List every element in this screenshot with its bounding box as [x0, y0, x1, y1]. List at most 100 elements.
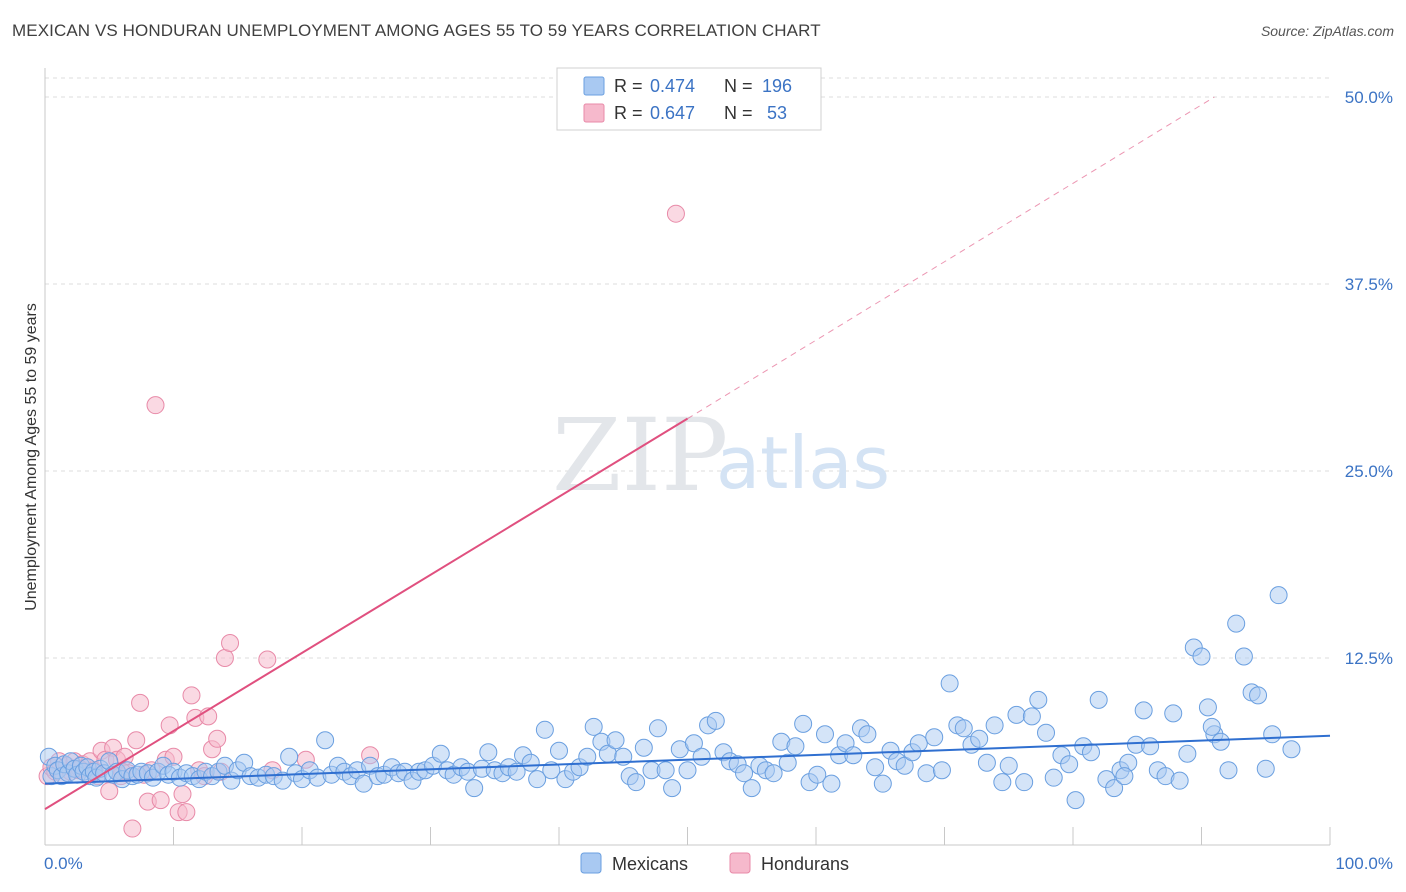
mexican-point: [684, 734, 703, 753]
chart-title: MEXICAN VS HONDURAN UNEMPLOYMENT AMONG A…: [12, 21, 821, 40]
legend-n-label-0: N =: [724, 76, 753, 96]
mexican-point: [528, 770, 547, 789]
mexican-point: [932, 761, 951, 780]
mexican-point: [1081, 743, 1100, 762]
hondurans-trend-line: [44, 417, 689, 810]
watermark: ZIP atlas: [552, 397, 890, 514]
mexican-point: [1227, 614, 1246, 633]
mexican-point: [507, 762, 526, 781]
legend-n-value-1: 53: [762, 103, 787, 123]
mexican-point: [858, 725, 877, 744]
mexican-point: [909, 734, 928, 753]
bottom-legend: Mexicans Hondurans: [580, 852, 849, 874]
mexican-point: [822, 774, 841, 793]
mexican-point: [1015, 773, 1034, 792]
y-tick-label-2: 37.5%: [1345, 275, 1393, 294]
grid-lines: [45, 77, 1330, 659]
x-tick-label-min: 0.0%: [44, 854, 83, 873]
mexican-point: [1219, 761, 1238, 780]
mexican-point: [808, 765, 827, 784]
mexican-point: [550, 741, 568, 760]
mexican-point: [1256, 759, 1275, 778]
mexican-point: [678, 761, 697, 780]
honduran-point: [208, 729, 227, 748]
mexican-point: [794, 714, 813, 733]
y-tick-label-0: 12.5%: [1345, 649, 1393, 668]
mexican-point: [1007, 705, 1026, 724]
mexican-point: [873, 774, 892, 793]
mexican-point: [1105, 779, 1124, 798]
mexican-point: [1282, 740, 1301, 759]
honduran-point: [100, 782, 119, 801]
mexican-point: [1234, 647, 1253, 666]
mexican-point: [648, 719, 667, 738]
mexican-point: [1198, 698, 1217, 717]
mexican-point: [1115, 767, 1134, 786]
mexican-point: [706, 711, 725, 730]
legend-r-label-1: R =: [614, 103, 643, 123]
mexican-point: [280, 747, 299, 766]
mexican-point: [1037, 723, 1056, 742]
mexican-point: [993, 773, 1012, 792]
honduran-point: [215, 649, 234, 667]
honduran-point: [127, 731, 146, 750]
mexican-point: [735, 764, 754, 783]
honduran-point: [151, 791, 170, 810]
mexican-point: [977, 753, 996, 772]
source-credit: Source: ZipAtlas.com: [1260, 23, 1394, 39]
mexican-point: [925, 728, 944, 747]
mexican-point: [1060, 755, 1079, 774]
mexican-point: [431, 744, 450, 763]
legend-r-value-1: 0.647: [650, 103, 695, 123]
honduran-point: [131, 693, 150, 712]
mexican-point: [1249, 686, 1268, 705]
legend-swatch-hondurans: [583, 103, 605, 123]
honduran-point: [258, 650, 277, 669]
mexican-point: [764, 764, 783, 783]
mexican-point: [778, 753, 797, 772]
legend-n-value-0: 196: [762, 76, 792, 96]
legend-swatch-mexicans: [583, 76, 605, 96]
y-tick-label-3: 50.0%: [1345, 88, 1393, 107]
mexican-point: [1269, 586, 1288, 605]
legend-box: R = 0.474 N = 196 R = 0.647 N = 53: [556, 67, 822, 131]
mexican-point: [627, 773, 646, 792]
mexican-point: [521, 753, 540, 772]
mexican-point: [465, 779, 484, 798]
mexican-point: [1044, 768, 1063, 787]
mexican-point: [1029, 690, 1048, 709]
honduran-point: [146, 396, 165, 415]
honduran-point: [666, 204, 685, 223]
honduran-point: [160, 716, 179, 735]
honduran-point: [123, 819, 142, 838]
mexican-point: [970, 729, 989, 748]
mexican-point: [606, 731, 625, 750]
mexican-point: [786, 737, 805, 756]
x-tick-label-max: 100.0%: [1335, 854, 1393, 873]
mexican-point: [954, 719, 973, 738]
mexican-point: [1141, 737, 1160, 756]
mexican-point: [1178, 744, 1197, 763]
mexican-point: [1164, 704, 1183, 723]
x-ticks: [44, 827, 1331, 845]
mexican-point: [692, 747, 711, 766]
mexican-point: [866, 758, 885, 777]
mexican-point: [1089, 690, 1108, 709]
mexican-point: [940, 674, 959, 693]
honduran-point: [177, 803, 196, 822]
mexicans-trend-line: [44, 734, 1331, 785]
y-axis-label: Unemployment Among Ages 55 to 59 years: [23, 303, 40, 611]
mexican-point: [1134, 701, 1153, 720]
mexican-point: [584, 717, 603, 736]
mexican-point: [1066, 791, 1085, 810]
watermark-zip: ZIP: [552, 397, 728, 514]
mexican-point: [844, 746, 863, 765]
mexican-point: [354, 774, 373, 793]
mexican-point: [815, 725, 834, 744]
mexican-point: [1211, 732, 1230, 751]
mexican-point: [1202, 717, 1221, 736]
mexican-point: [1192, 647, 1211, 666]
y-tick-labels: 12.5% 25.0% 37.5% 50.0%: [1345, 88, 1393, 668]
y-tick-label-1: 25.0%: [1345, 462, 1393, 481]
